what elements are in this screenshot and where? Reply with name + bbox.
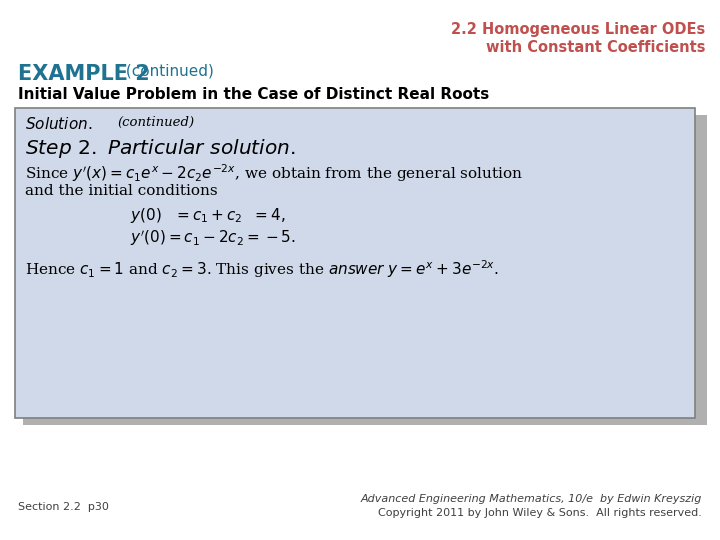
Text: and the initial conditions: and the initial conditions <box>25 184 217 198</box>
Text: Copyright 2011 by John Wiley & Sons.  All rights reserved.: Copyright 2011 by John Wiley & Sons. All… <box>378 508 702 518</box>
Text: Hence $c_1 = 1$ and $c_2 = 3$. This gives the $\mathit{answer}$ $y = e^x + 3e^{-: Hence $c_1 = 1$ and $c_2 = 3$. This give… <box>25 258 499 280</box>
Text: with Constant Coefficients: with Constant Coefficients <box>485 40 705 55</box>
FancyBboxPatch shape <box>23 115 707 425</box>
Text: Advanced Engineering Mathematics, 10/e  by Edwin Kreyszig: Advanced Engineering Mathematics, 10/e b… <box>361 494 702 504</box>
Text: (continued): (continued) <box>117 116 194 129</box>
Text: $\mathit{Step\ 2.\ Particular\ solution.}$: $\mathit{Step\ 2.\ Particular\ solution.… <box>25 137 296 160</box>
Text: EXAMPLE 2: EXAMPLE 2 <box>18 64 150 84</box>
Text: $\mathbf{\mathit{Solution.}}$: $\mathbf{\mathit{Solution.}}$ <box>25 116 92 132</box>
Text: $y(0)\ \ \, = c_1 + c_2 \ \ = 4,$: $y(0)\ \ \, = c_1 + c_2 \ \ = 4,$ <box>130 206 286 225</box>
Text: (continued): (continued) <box>121 64 214 79</box>
Text: Initial Value Problem in the Case of Distinct Real Roots: Initial Value Problem in the Case of Dis… <box>18 87 490 102</box>
Text: Since $y'(x) = c_1e^x - 2c_2e^{-2x}$, we obtain from the general solution: Since $y'(x) = c_1e^x - 2c_2e^{-2x}$, we… <box>25 162 523 184</box>
Text: 2.2 Homogeneous Linear ODEs: 2.2 Homogeneous Linear ODEs <box>451 22 705 37</box>
Text: Section 2.2  p30: Section 2.2 p30 <box>18 502 109 512</box>
FancyBboxPatch shape <box>15 108 695 418</box>
Text: $y'(0) = c_1 - 2c_2 = -5.$: $y'(0) = c_1 - 2c_2 = -5.$ <box>130 228 296 248</box>
